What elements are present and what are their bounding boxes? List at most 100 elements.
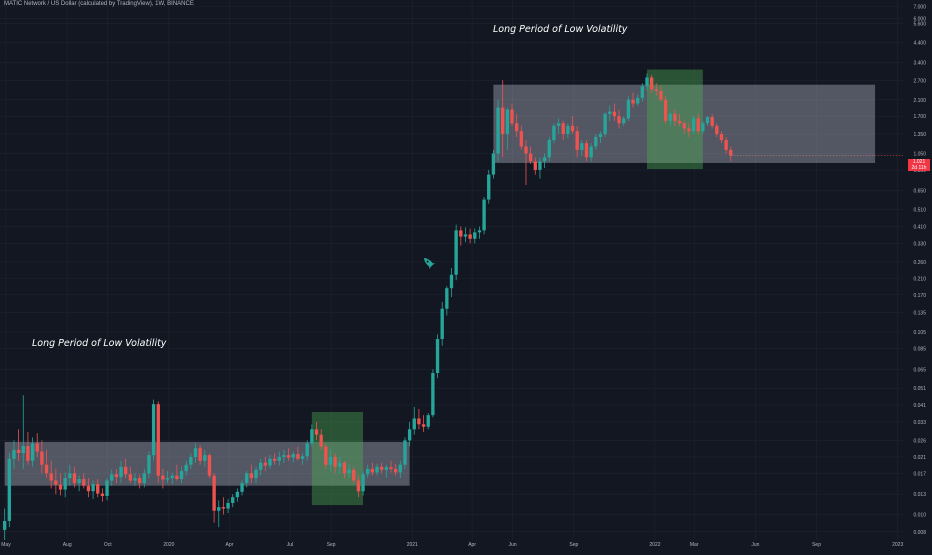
candle xyxy=(2,508,7,540)
candle-body xyxy=(682,123,686,129)
y-tick-label: 0.033 xyxy=(913,420,926,426)
candle xyxy=(380,462,384,474)
time-axis[interactable]: May Aug Oct 2020 Apr Jul Sep 2021 Apr Jun Sep 2022 M… xyxy=(1,542,903,548)
candle xyxy=(296,446,300,461)
candle-body xyxy=(468,234,472,239)
candle-body xyxy=(142,473,146,484)
candle xyxy=(110,469,114,486)
candle xyxy=(245,471,249,488)
candle xyxy=(184,460,188,476)
rocket-icon xyxy=(424,258,436,270)
candle-body xyxy=(68,473,72,479)
candle xyxy=(352,466,356,484)
candle xyxy=(151,399,156,461)
candle xyxy=(659,86,663,102)
candle xyxy=(510,103,514,126)
x-tick-label: 2021 xyxy=(407,542,418,548)
candle xyxy=(677,113,682,126)
candle-body xyxy=(128,474,133,481)
candle xyxy=(342,460,347,479)
candle xyxy=(584,140,589,162)
y-tick-label: 0.065 xyxy=(913,367,926,373)
candle xyxy=(35,433,39,457)
candle-body xyxy=(598,134,603,137)
y-tick-label: 3.400 xyxy=(913,60,926,66)
candle xyxy=(626,96,631,121)
candle-body xyxy=(514,123,519,132)
candle xyxy=(21,395,25,469)
candle-body xyxy=(519,131,523,147)
candle xyxy=(696,113,700,135)
candle xyxy=(533,157,537,175)
candle-body xyxy=(324,446,328,465)
candle-body xyxy=(16,449,21,454)
x-tick-label: 2020 xyxy=(163,542,174,548)
candle xyxy=(468,228,472,244)
candle xyxy=(58,473,63,496)
candle-body xyxy=(710,117,714,126)
candle xyxy=(189,453,193,469)
y-tick-label: 0.210 xyxy=(913,276,926,282)
candle-body xyxy=(398,464,402,473)
candle xyxy=(459,226,463,246)
x-tick-label: Sep xyxy=(327,542,336,548)
candle xyxy=(44,449,49,479)
candle-body xyxy=(691,118,696,132)
candle-body xyxy=(179,471,184,480)
candle xyxy=(552,123,556,144)
candle-body xyxy=(105,480,109,496)
y-tick-label: 2.100 xyxy=(913,98,926,104)
candle-body xyxy=(300,456,305,459)
candle xyxy=(212,473,216,523)
candle xyxy=(491,149,496,179)
candle xyxy=(482,196,486,235)
candle xyxy=(649,74,654,93)
candle-body xyxy=(552,125,556,141)
annotation-lower[interactable]: Long Period of Low Volatility xyxy=(32,338,167,349)
candle-body xyxy=(44,464,49,474)
candle-body xyxy=(431,372,435,416)
candle-body xyxy=(352,469,356,481)
candle-body xyxy=(26,445,30,461)
candle xyxy=(100,488,105,502)
candle-body xyxy=(715,125,719,135)
candle xyxy=(454,224,458,281)
candle xyxy=(231,494,235,508)
last-price-value: 1.021 xyxy=(912,159,926,165)
candle-body xyxy=(407,429,412,441)
last-price-badge: 1.021 2d 11h xyxy=(908,159,930,171)
y-tick-label: 0.135 xyxy=(913,311,926,317)
candle xyxy=(324,443,328,469)
candle-body xyxy=(631,99,635,104)
candle-body xyxy=(510,109,514,124)
candle xyxy=(598,131,603,144)
candle-body xyxy=(2,520,7,530)
candle-body xyxy=(12,449,16,459)
candle xyxy=(673,109,677,126)
candle-body xyxy=(137,478,142,484)
candle xyxy=(421,415,426,432)
candle-body xyxy=(361,474,365,492)
candle-body xyxy=(482,199,486,231)
candle-body xyxy=(277,456,281,461)
candle xyxy=(547,136,551,162)
candle-body xyxy=(72,473,77,484)
candle-body xyxy=(193,448,198,457)
candle-body xyxy=(719,134,724,141)
candle-body xyxy=(82,479,86,486)
candle xyxy=(575,125,579,158)
x-tick-label: Sep xyxy=(812,542,821,548)
y-tick-label: 0.410 xyxy=(913,224,926,230)
symbol-title: MATIC Network / US Dollar (calculated by… xyxy=(4,1,194,7)
candle-body xyxy=(263,462,267,466)
candle xyxy=(282,449,286,463)
y-tick-label: 0.051 xyxy=(913,386,926,392)
candle xyxy=(193,443,198,463)
candle xyxy=(156,401,160,484)
candle xyxy=(640,83,645,102)
annotation-upper[interactable]: Long Period of Low Volatility xyxy=(493,24,628,35)
candle xyxy=(487,169,491,204)
